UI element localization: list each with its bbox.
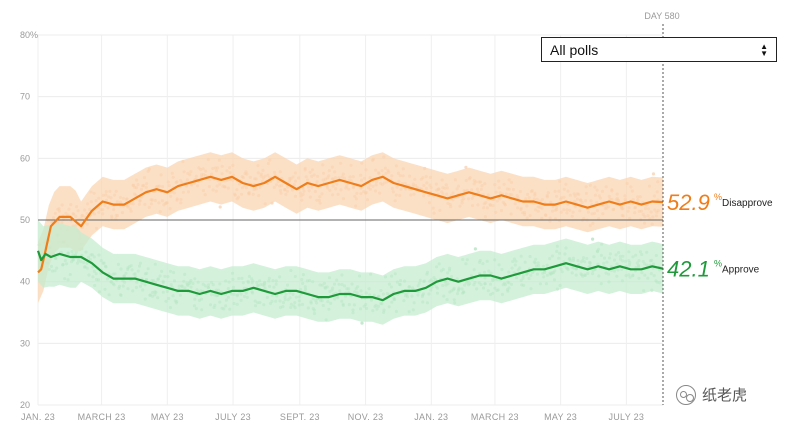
approve-end-unit: % xyxy=(714,259,722,269)
x-tick-label: MAY 23 xyxy=(544,412,577,422)
approve-poll-dot xyxy=(591,237,595,241)
approve-end-name: Approve xyxy=(722,265,760,276)
disapprove-end-value: 52.9 xyxy=(667,190,710,215)
day-marker-label: DAY 580 xyxy=(644,11,679,21)
x-tick-label: MAY 23 xyxy=(151,412,184,422)
disapprove-trend-line xyxy=(37,175,664,274)
y-tick-label: 30 xyxy=(20,338,30,348)
y-tick-label: 80% xyxy=(20,30,38,40)
poll-filter-select[interactable]: All polls ▲ ▼ xyxy=(541,37,777,62)
y-tick-label: 50 xyxy=(20,215,30,225)
x-tick-label: MARCH 23 xyxy=(78,412,126,422)
disapprove-end-name: Disapprove xyxy=(722,198,773,209)
approve-band xyxy=(38,220,663,325)
disapprove-poll-dot xyxy=(651,172,656,176)
watermark: 纸老虎 xyxy=(676,384,747,405)
watermark-text: 纸老虎 xyxy=(702,387,748,404)
day-marker: DAY 580 xyxy=(644,11,680,405)
x-tick-label: SEPT. 23 xyxy=(280,412,320,422)
x-tick-label: JAN. 23 xyxy=(21,412,55,422)
y-tick-label: 20 xyxy=(20,400,30,410)
x-tick-label: JULY 23 xyxy=(215,412,251,422)
confidence-bands xyxy=(38,152,663,325)
y-tick-label: 70 xyxy=(20,92,30,102)
x-axis: JAN. 23 MARCH 23 MAY 23 JULY 23 SEPT. 23 NOV.… xyxy=(21,412,644,422)
y-tick-label: 60 xyxy=(20,153,30,163)
x-tick-label: NOV. 23 xyxy=(348,412,384,422)
disapprove-band xyxy=(38,152,663,304)
x-tick-label: MARCH 23 xyxy=(471,412,519,422)
approve-trend-line xyxy=(36,250,664,302)
approve-poll-dot xyxy=(473,247,477,251)
x-tick-label: JULY 23 xyxy=(608,412,644,422)
wechat-icon xyxy=(676,384,696,405)
disapprove-poll-dot xyxy=(218,205,222,209)
y-tick-label: 40 xyxy=(20,277,30,287)
poll-filter-value: All polls xyxy=(550,41,599,58)
x-tick-label: JAN. 23 xyxy=(414,412,448,422)
select-arrows-icon: ▲ ▼ xyxy=(760,41,768,58)
approve-end-value: 42.1 xyxy=(667,257,710,282)
y-axis: 80% 70 60 50 40 30 20 xyxy=(20,30,38,410)
approve-poll-dot xyxy=(360,321,364,325)
disapprove-end-unit: % xyxy=(714,192,722,202)
trend-lines xyxy=(36,175,664,302)
disapprove-poll-dot xyxy=(464,165,468,169)
